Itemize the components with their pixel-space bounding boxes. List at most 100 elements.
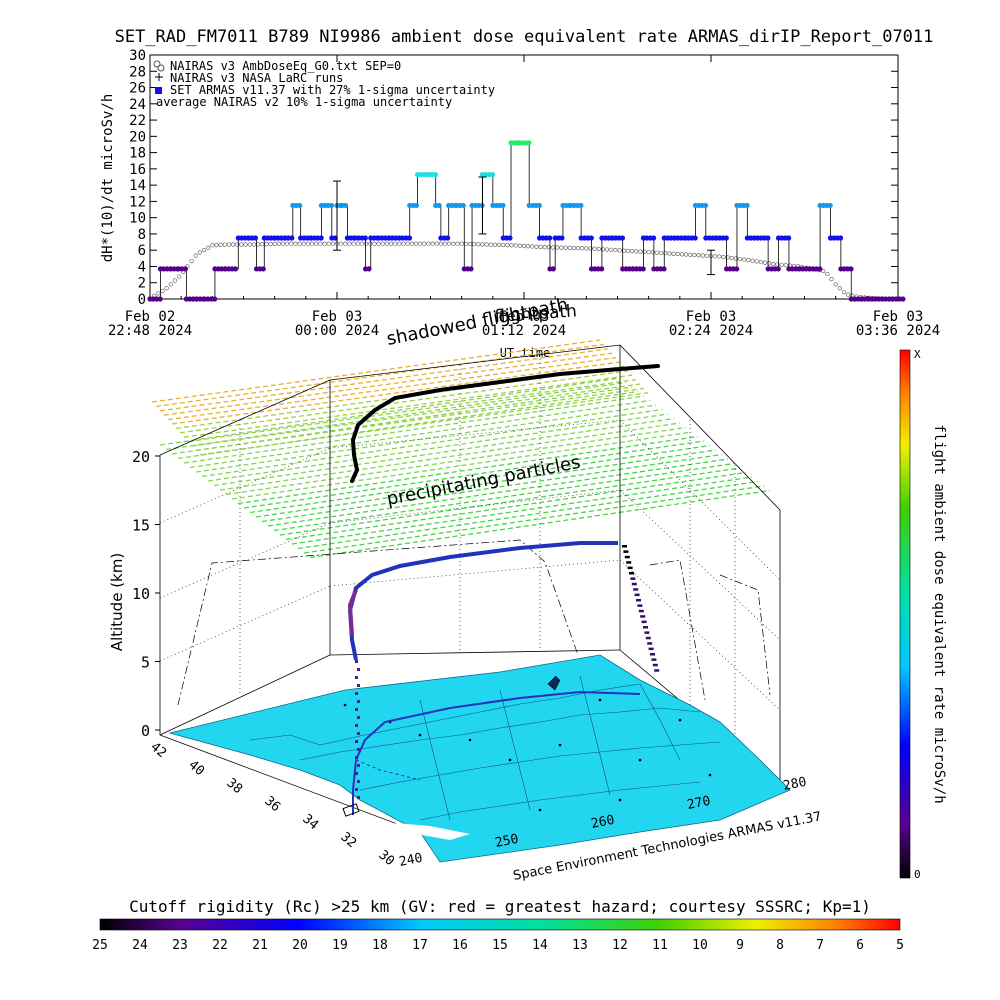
y-tick-label: 0	[138, 292, 146, 308]
nairas-point	[841, 290, 847, 295]
nairas-point	[679, 252, 685, 257]
x-tick-label-time: 00:00 2024	[295, 323, 379, 339]
nairas-point	[563, 245, 568, 250]
nairas-point	[210, 243, 215, 248]
armas-point	[342, 202, 349, 209]
armas-step-line	[150, 142, 893, 300]
nairas-point	[496, 242, 502, 247]
nairas-point	[480, 242, 485, 247]
dose-layer-line	[243, 440, 705, 509]
nairas-point	[214, 243, 219, 248]
nairas-point	[293, 241, 298, 246]
nairas-point	[829, 277, 834, 282]
nairas-point	[713, 254, 718, 259]
nairas-point	[509, 243, 514, 248]
cutoff-tick-label: 23	[172, 938, 188, 953]
dose-layer-line	[163, 352, 613, 416]
flight-ascent-marker	[641, 620, 647, 624]
flight-ascent-marker	[651, 658, 657, 661]
flight-descent-marker	[357, 764, 360, 767]
top-chart-title: SET_RAD_FM7011 B789 NI9986 ambient dose …	[115, 27, 934, 47]
nairas-point	[667, 251, 672, 256]
nairas-point	[260, 242, 265, 247]
armas-point	[260, 266, 266, 272]
armas-point	[599, 266, 605, 272]
nairas-point	[309, 241, 315, 246]
cutoff-tick-label: 11	[652, 938, 668, 953]
legend-label-nairas-larc: NAIRAS v3 NASA LaRC runs	[170, 71, 343, 85]
dose-layer-line	[291, 476, 753, 545]
legend-item-nairas-v2: average NAIRAS v2 10% 1-sigma uncertaint…	[156, 95, 452, 109]
flight-ascent-marker	[644, 631, 650, 634]
dose-layer-line	[261, 453, 723, 523]
y-tick-label: 12	[129, 194, 146, 210]
nairas-point	[692, 252, 697, 258]
cutoff-tick-label: 21	[252, 938, 268, 953]
nairas-point	[696, 253, 701, 258]
dose-layer-line	[171, 386, 633, 455]
nairas-point	[717, 254, 722, 259]
dose-layer-line	[189, 399, 651, 469]
dose-layer-line	[167, 356, 617, 421]
nairas-point	[488, 242, 493, 247]
nairas-point	[197, 250, 202, 255]
flight-descent-marker	[357, 684, 360, 687]
nairas-point	[762, 260, 768, 265]
nairas-point	[343, 241, 348, 246]
x-tick-label-date: Feb 02	[125, 309, 176, 325]
nairas-point	[754, 259, 759, 264]
armas-point	[413, 202, 420, 209]
armas-point	[838, 235, 844, 241]
nairas-point	[476, 242, 481, 247]
legend: NAIRAS v3 AmbDoseEq_G0.txt SEP=0 NAIRAS …	[153, 59, 495, 109]
nairas-point	[243, 242, 248, 247]
flight-ascent-marker	[636, 599, 641, 602]
nairas-point	[737, 256, 743, 262]
dose-colorbar-label: flight ambient dose equivalent rate micr…	[931, 424, 947, 803]
flight-descent-marker	[355, 772, 358, 775]
nairas-point	[401, 241, 406, 246]
nairas-point	[326, 241, 331, 246]
nairas-point	[501, 242, 506, 248]
flight-ascent-marker	[638, 609, 644, 613]
flight-ascent-marker	[630, 577, 636, 580]
dose-layer-line	[179, 370, 629, 434]
dose-layer-line	[155, 343, 605, 408]
nairas-point	[226, 242, 232, 247]
nairas-point	[650, 250, 655, 255]
nairas-point	[675, 251, 680, 257]
armas-point	[445, 235, 451, 241]
latitude-tick-label: 36	[261, 794, 283, 816]
nairas-point	[314, 241, 319, 246]
armas-point	[328, 202, 335, 209]
flight-descent-marker	[357, 796, 360, 799]
flight-descent-marker	[357, 732, 360, 735]
flight-ascent-marker	[626, 561, 632, 564]
dose-layer-line	[213, 417, 675, 487]
altitude-axis-label: Altitude (km)	[108, 553, 126, 651]
altitude-axis-ticks: 0 5 10 15 20	[132, 448, 160, 740]
latitude-tick-label: 42	[147, 740, 169, 762]
nairas-point	[634, 249, 639, 254]
nairas-point	[376, 241, 381, 246]
nairas-point	[654, 250, 660, 255]
nairas-point	[384, 241, 389, 246]
y-tick-label: 20	[129, 129, 146, 145]
nairas-point	[526, 244, 531, 249]
cutoff-tick-label: 22	[212, 938, 228, 953]
cutoff-tick-label: 13	[572, 938, 588, 953]
legend-label-armas: SET ARMAS v11.37 with 27% 1-sigma uncert…	[170, 83, 495, 97]
armas-point	[661, 266, 667, 272]
nairas-point	[222, 242, 227, 247]
longitude-tick-label: 240	[398, 851, 424, 870]
flight-ascent-marker	[652, 663, 658, 667]
flight-ascent-marker	[654, 669, 660, 672]
dose-layer-line	[187, 378, 637, 443]
armas-point	[578, 202, 584, 209]
nairas-point	[646, 250, 651, 255]
altitude-tick-label: 15	[132, 517, 150, 535]
flight-climb-segment	[347, 589, 358, 636]
nairas-point	[426, 241, 431, 246]
